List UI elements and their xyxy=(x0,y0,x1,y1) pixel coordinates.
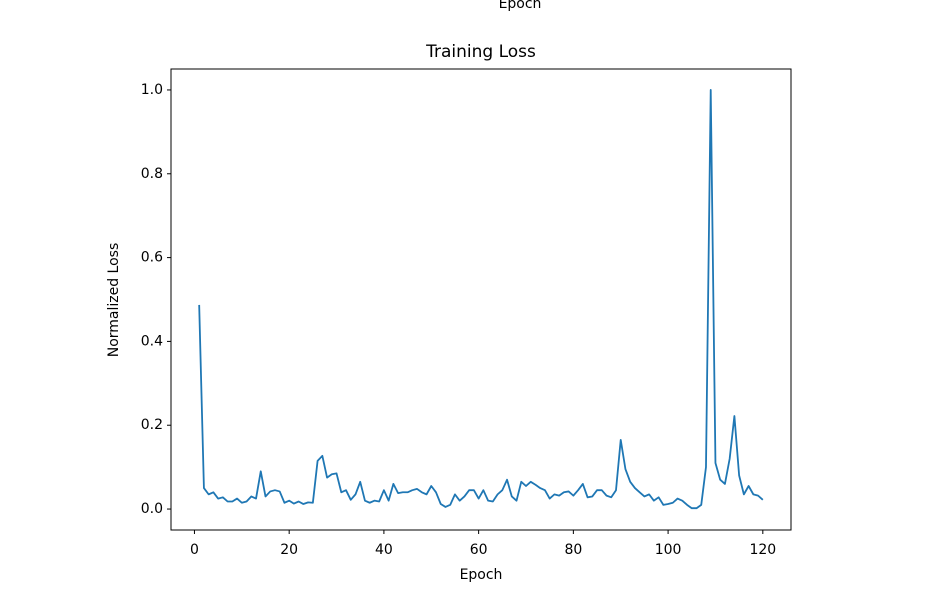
cropped-label: Epoch xyxy=(499,0,542,12)
y-tick-label: 0.0 xyxy=(141,501,163,517)
y-tick-label: 0.2 xyxy=(141,417,163,433)
x-tick-label: 100 xyxy=(655,542,682,558)
y-tick-label: 0.8 xyxy=(141,166,163,182)
y-axis-label: Normalized Loss xyxy=(106,243,122,358)
x-tick-label: 40 xyxy=(375,542,393,558)
y-tick-label: 1.0 xyxy=(141,82,163,98)
chart-title: Training Loss xyxy=(425,42,536,62)
x-tick-label: 20 xyxy=(280,542,298,558)
x-axis-label: Epoch xyxy=(460,567,503,583)
x-tick-label: 0 xyxy=(190,542,199,558)
loss-line xyxy=(198,89,764,510)
x-tick-label: 60 xyxy=(470,542,488,558)
x-tick-label: 80 xyxy=(564,542,582,558)
y-tick-label: 0.4 xyxy=(141,333,163,349)
plot-frame xyxy=(170,68,792,531)
x-tick-label: 120 xyxy=(749,542,776,558)
y-tick-label: 0.6 xyxy=(141,250,163,266)
